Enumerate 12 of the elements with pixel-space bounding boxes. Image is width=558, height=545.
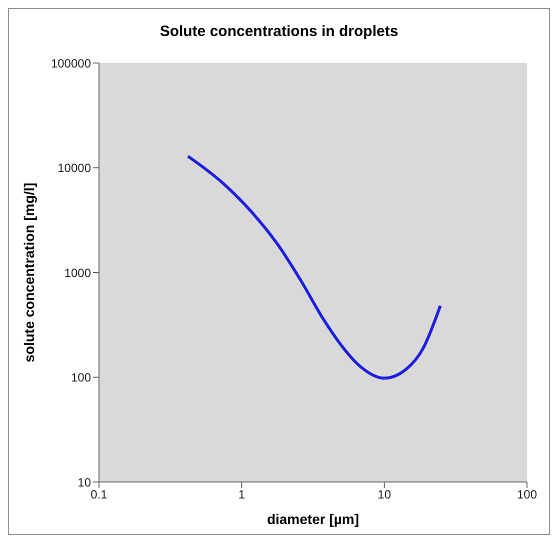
y-tick-label: 10000: [58, 161, 92, 176]
x-tick-label: 10: [378, 488, 392, 502]
x-tick-label: 100: [516, 488, 538, 502]
x-tick-label: 0.1: [90, 488, 108, 502]
y-tick-label: 10: [78, 475, 92, 490]
y-tick-label: 100000: [50, 56, 92, 70]
y-tick-label: 100: [70, 370, 92, 385]
x-tick-label: 1: [238, 488, 246, 502]
y-tick-label: 1000: [64, 266, 92, 280]
x-axis-title: diameter [µm]: [266, 511, 360, 527]
y-axis-title: solute concentration [mg/l]: [20, 182, 37, 362]
chart-title: Solute concentrations in droplets: [158, 22, 400, 42]
